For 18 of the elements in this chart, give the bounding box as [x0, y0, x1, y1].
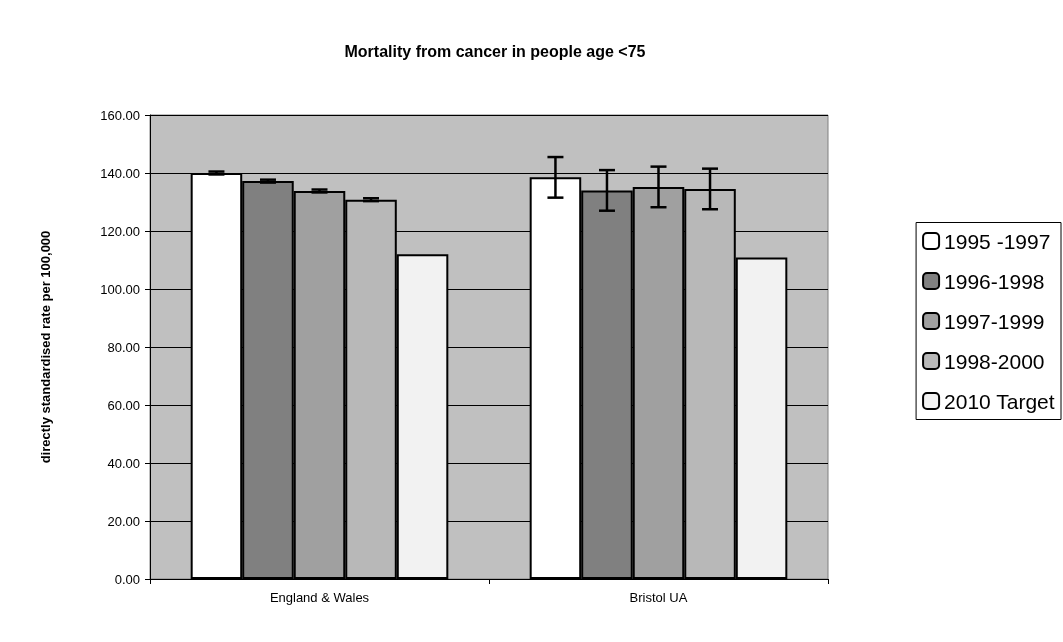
y-tick-label: 80.00: [107, 339, 140, 355]
legend-label: 1997-1999: [944, 309, 1045, 333]
y-tick-label: 120.00: [100, 223, 140, 239]
y-axis-title: directly standardised rate per 100,000: [38, 230, 53, 464]
x-tick-label: England & Wales: [269, 590, 370, 605]
chart-title: Mortality from cancer in people age <75: [344, 42, 646, 60]
y-tick-label: 100.00: [100, 281, 140, 297]
y-tick-label: 160.00: [100, 107, 140, 123]
y-tick-label: 20.00: [107, 513, 140, 529]
legend-label: 1995 -1997: [944, 229, 1051, 253]
y-tick-label: 140.00: [100, 165, 140, 181]
legend-label: 1998-2000: [944, 349, 1045, 373]
y-tick-label: 40.00: [107, 455, 140, 471]
y-tick-label: 0.00: [114, 571, 140, 587]
legend-label: 2010 Target: [944, 389, 1055, 413]
y-tick-label: 60.00: [107, 397, 140, 413]
x-tick-label: Bristol UA: [629, 590, 688, 605]
legend-label: 1996-1998: [944, 269, 1045, 293]
